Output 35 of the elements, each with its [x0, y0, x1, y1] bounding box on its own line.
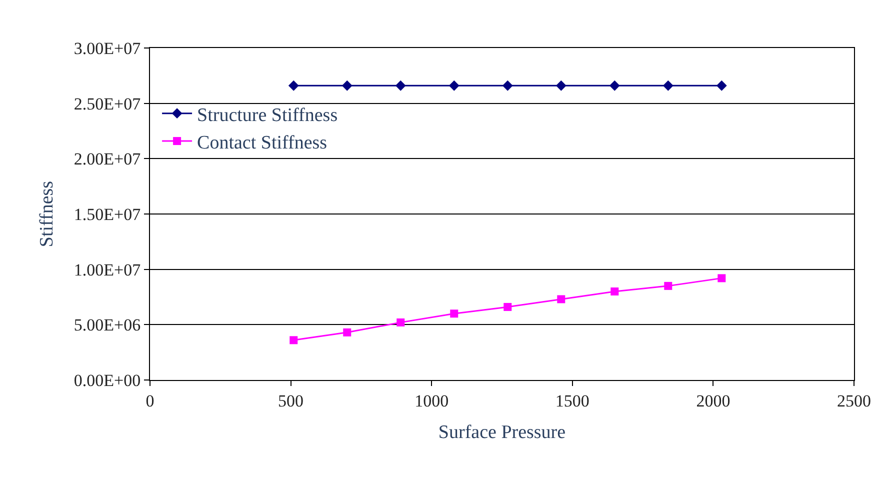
point [502, 80, 513, 91]
x-tick-label: 1000 [414, 391, 449, 410]
legend-label: Contact Stiffness [197, 132, 328, 154]
point [448, 80, 460, 91]
x-tick-label: 2500 [837, 391, 871, 410]
legend-label: Structure Stiffness [197, 104, 338, 126]
point [504, 302, 512, 311]
y-tick-label: 1.00E+07 [74, 260, 142, 280]
point [342, 80, 352, 91]
point [716, 80, 727, 91]
point [557, 295, 566, 304]
point [718, 274, 726, 282]
x-tick-label: 500 [278, 391, 304, 410]
point [556, 80, 566, 91]
point [396, 318, 405, 326]
y-tick-label: 2.00E+07 [74, 150, 142, 169]
x-tick-label: 2000 [696, 391, 730, 410]
point [664, 282, 672, 290]
point [343, 328, 352, 336]
point [290, 336, 298, 344]
x-axis-title: Surface Pressure [438, 422, 566, 444]
y-tick-label: 2.50E+07 [74, 94, 142, 114]
point [288, 80, 299, 91]
x-tick-label: 1500 [555, 391, 590, 410]
y-tick-label: 1.50E+07 [74, 204, 142, 224]
x-tick-label: 0 [146, 391, 154, 410]
point [395, 80, 406, 91]
point [609, 80, 620, 91]
y-tick-label: 5.00E+06 [74, 316, 141, 335]
point [662, 80, 674, 91]
point [450, 310, 458, 318]
y-axis-title: Stiffness [36, 180, 58, 248]
y-tick-label: 3.00E+07 [74, 38, 142, 58]
point [610, 287, 619, 296]
y-tick-label: 0.00E+00 [74, 370, 141, 390]
